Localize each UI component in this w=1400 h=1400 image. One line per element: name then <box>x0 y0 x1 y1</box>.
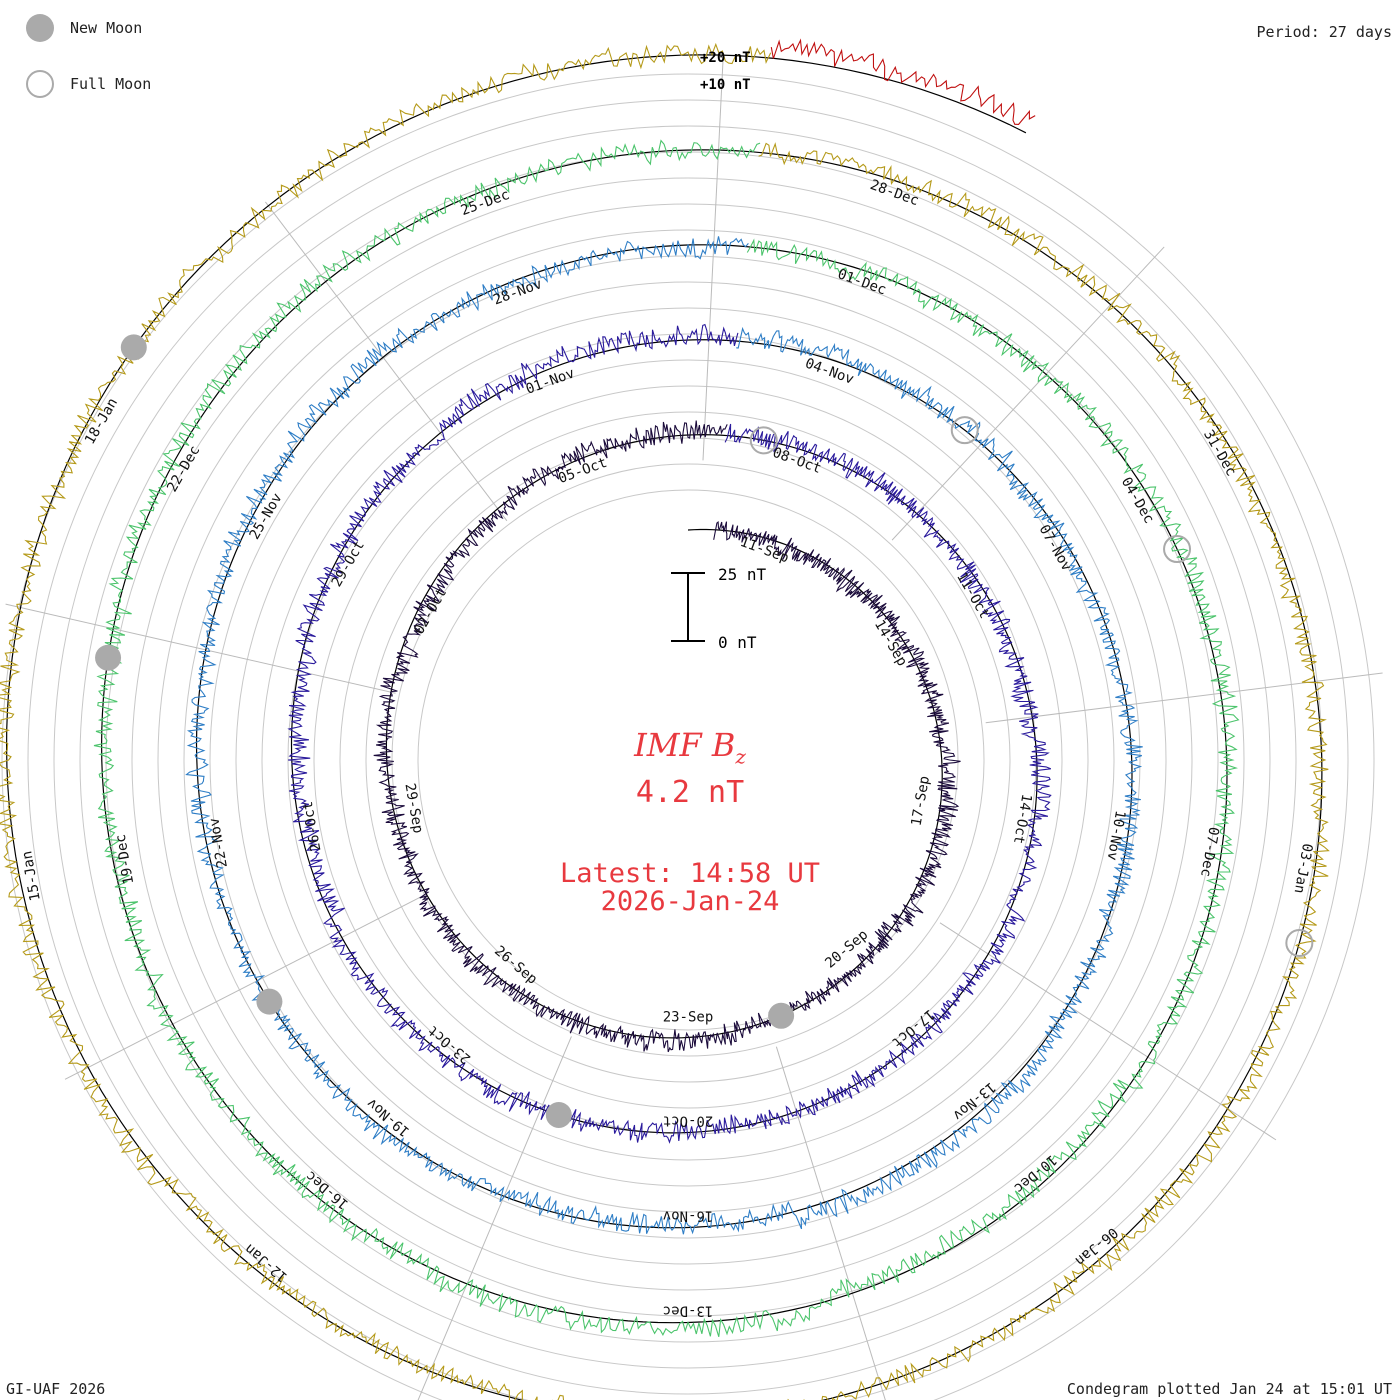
new-moon-marker <box>95 644 122 671</box>
reference-ring <box>105 177 1271 1343</box>
legend-full-moon-label: Full Moon <box>70 75 152 93</box>
day-spoke <box>5 603 396 694</box>
scale-top-label: 25 nT <box>718 565 767 584</box>
date-label: 26-Sep <box>491 943 540 988</box>
parameter-name: IMF B <box>634 726 736 764</box>
bz-series-2 <box>287 323 1052 1144</box>
full-moon-marker <box>950 416 979 445</box>
date-label: 01-Nov <box>524 365 577 397</box>
reference-ring <box>391 463 985 1057</box>
date-label: 20-Oct <box>663 1113 714 1129</box>
reference-ring <box>27 99 1349 1400</box>
legend-new-moon: New Moon <box>26 14 142 42</box>
day-spoke <box>985 672 1383 724</box>
new-moon-marker <box>256 988 283 1015</box>
reference-ring <box>417 489 959 1031</box>
bz-series-4 <box>93 139 1240 1337</box>
date-label: 04-Nov <box>803 355 856 387</box>
parameter-subscript: z <box>735 744 746 769</box>
new-moon-marker <box>768 1002 795 1029</box>
bz-series-6 <box>770 38 1036 125</box>
date-label: 01-Dec <box>835 266 888 298</box>
ring-scale-label: +10 nT <box>700 77 751 93</box>
full-moon-marker <box>1163 535 1192 564</box>
day-spoke <box>417 1036 572 1400</box>
plotted-label: Condegram plotted Jan 24 at 15:01 UT <box>1066 1380 1392 1398</box>
reference-ring <box>209 281 1167 1239</box>
reference-ring <box>131 203 1245 1317</box>
zero-baselines <box>5 54 1323 1400</box>
new-moon-marker <box>545 1101 572 1128</box>
date-label: 28-Nov <box>491 276 544 308</box>
reference-rings <box>1 73 1375 1400</box>
reference-ring <box>339 411 1037 1109</box>
scale-bar: 25 nT 0 nT <box>671 565 767 652</box>
full-moon-icon <box>26 70 54 98</box>
reference-ring <box>235 307 1141 1213</box>
latest-time: Latest: 14:58 UT <box>559 858 821 889</box>
bz-series-3 <box>185 236 1143 1235</box>
full-moon-marker <box>749 426 778 455</box>
reference-ring <box>261 333 1115 1187</box>
new-moon-marker <box>120 334 147 361</box>
reference-ring <box>287 359 1089 1161</box>
reference-ring <box>183 255 1193 1265</box>
ring-scale-labels: +20 nT +10 nT <box>700 50 751 93</box>
date-label: 14-Oct <box>1010 793 1035 846</box>
parameter-title: IMF Bz <box>490 726 890 768</box>
moon-markers <box>95 334 1314 1128</box>
zero-baseline <box>5 54 1323 1400</box>
period-label: Period: 27 days <box>1256 23 1392 41</box>
new-moon-icon <box>26 14 54 42</box>
bz-series-1 <box>373 420 961 1053</box>
day-spoke <box>891 246 1165 541</box>
date-label: 13-Dec <box>663 1303 714 1319</box>
reference-ring <box>1 73 1375 1400</box>
day-spoke <box>702 60 724 461</box>
date-label: 28-Dec <box>868 177 921 209</box>
date-label: 17-Sep <box>909 775 934 828</box>
latest-date: 2026-Jan-24 <box>600 886 780 917</box>
full-moon-marker <box>1285 929 1314 958</box>
bz-traces <box>0 38 1330 1400</box>
legend-full-moon: Full Moon <box>26 70 151 98</box>
date-label: 26-Oct <box>300 800 325 853</box>
legend-new-moon-label: New Moon <box>70 19 143 37</box>
day-spoke <box>64 896 422 1080</box>
ring-scale-label: +20 nT <box>700 50 751 66</box>
credit-label: GI-UAF 2026 <box>6 1380 106 1398</box>
reference-ring <box>157 229 1219 1291</box>
scale-bottom-label: 0 nT <box>718 633 757 652</box>
day-spoke <box>265 201 508 522</box>
date-label: 09-Jan <box>663 1398 714 1400</box>
date-label: 23-Sep <box>663 1010 714 1026</box>
current-value: 4.2 nT <box>635 775 745 810</box>
date-label: 16-Nov <box>663 1208 714 1224</box>
